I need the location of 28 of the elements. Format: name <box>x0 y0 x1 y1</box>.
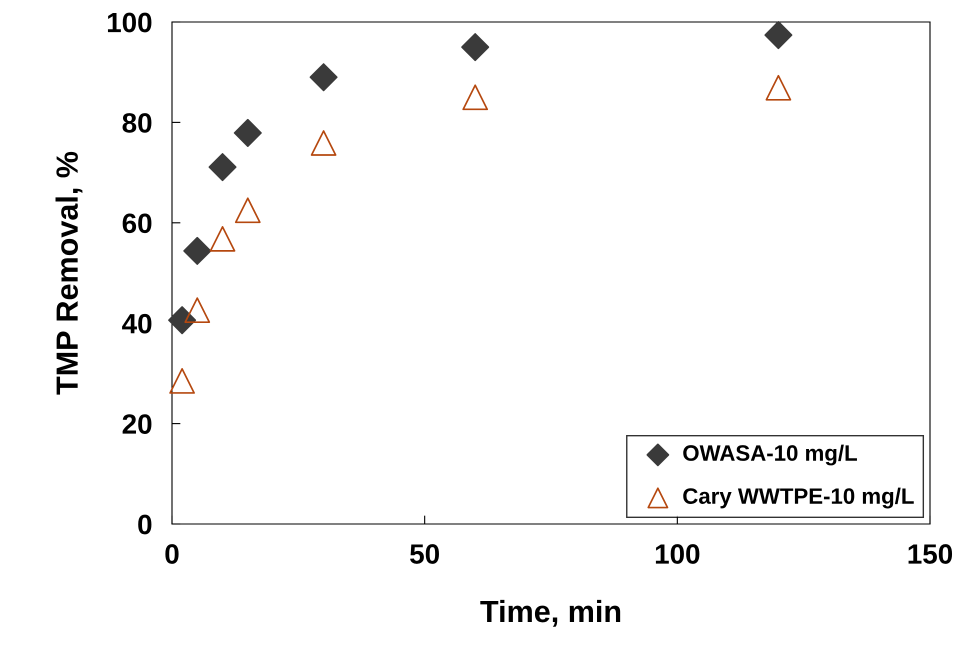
point <box>310 63 338 92</box>
point <box>169 368 195 394</box>
point <box>462 84 488 110</box>
y-tick-label: 100 <box>108 12 152 32</box>
legend-label: Cary WWTPE-10 mg/L <box>683 488 914 508</box>
y-tick-label: 0 <box>138 514 152 534</box>
x-axis-title: Time, min <box>480 600 620 627</box>
point <box>310 130 336 156</box>
x-tick-label: 150 <box>908 544 952 564</box>
y-tick-label: 60 <box>122 213 152 234</box>
x-tick-label: 0 <box>165 544 179 564</box>
point <box>461 33 490 62</box>
point <box>183 236 212 265</box>
point <box>210 226 236 252</box>
point <box>168 306 196 334</box>
point <box>184 297 210 324</box>
y-axis-title: TMP Removal, % <box>56 152 82 395</box>
y-tick-label: 20 <box>122 414 152 434</box>
point <box>764 21 792 50</box>
y-tick-label: 80 <box>122 113 152 133</box>
y-tick-label: 40 <box>122 314 152 334</box>
x-tick-label: 100 <box>656 544 700 564</box>
x-tick-label: 50 <box>410 544 439 564</box>
point <box>234 118 262 147</box>
point <box>766 74 792 101</box>
point <box>208 153 237 182</box>
point <box>234 197 261 224</box>
legend-label: OWASA-10 mg/L <box>683 444 857 466</box>
